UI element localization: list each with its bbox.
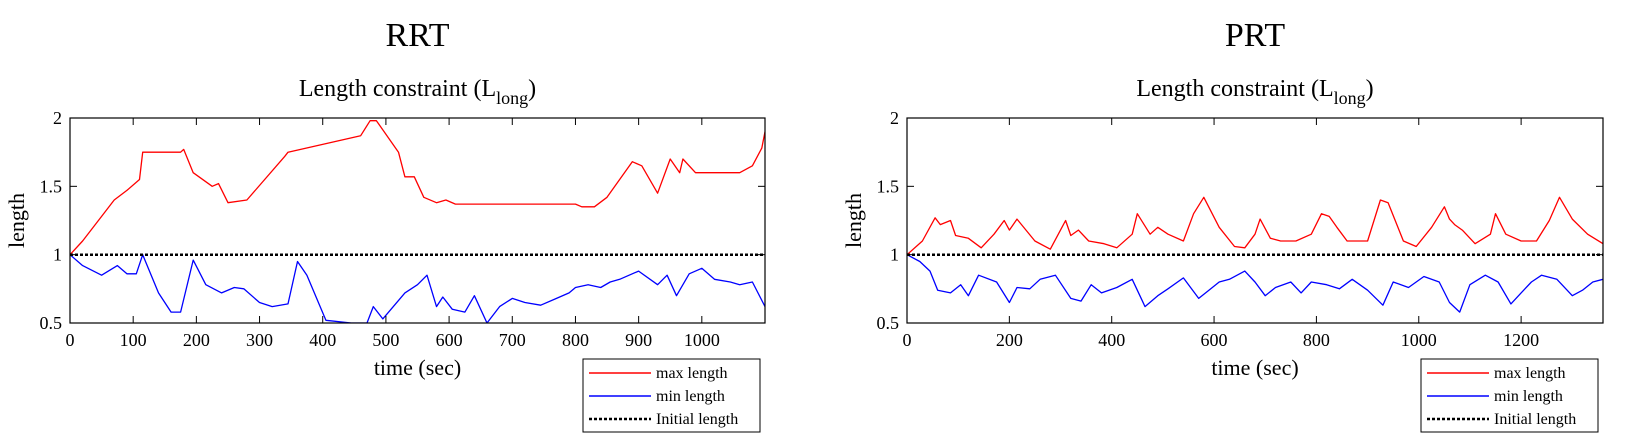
prt-y-axis-label: length xyxy=(841,193,866,248)
subtitle-subscript: long xyxy=(1334,88,1366,108)
rrt-y-axis-label: length xyxy=(4,193,29,248)
subtitle-main: Length constraint (L xyxy=(299,76,496,102)
rrt-legend: max length min length Initial length xyxy=(582,358,761,433)
subtitle-main: Length constraint (L xyxy=(1136,76,1333,102)
rrt-series-group xyxy=(70,120,765,323)
prt-x-tick-label: 400 xyxy=(1098,330,1125,350)
rrt-legend-label-max: max length xyxy=(656,365,728,382)
rrt-x-axis-label: time (sec) xyxy=(374,355,461,380)
prt-y-tick-label: 1 xyxy=(890,245,899,265)
prt-legend-label-initial: Initial length xyxy=(1494,411,1576,428)
prt-y-tick-label: 2 xyxy=(890,108,899,128)
rrt-legend-label-initial: Initial length xyxy=(656,411,738,428)
prt-x-tick-label: 1200 xyxy=(1503,330,1539,350)
rrt-x-tick-label: 0 xyxy=(66,330,75,350)
prt-x-tick-label: 1000 xyxy=(1401,330,1437,350)
prt-series-group xyxy=(907,196,1603,313)
rrt-y-tick-label: 1.5 xyxy=(40,176,63,196)
subtitle-subscript: long xyxy=(496,88,528,108)
rrt-min-length-line xyxy=(70,254,765,323)
prt-max-length-line xyxy=(907,196,1603,256)
rrt-max-length-line xyxy=(70,120,765,256)
rrt-y-tick-label: 2 xyxy=(53,108,62,128)
rrt-x-tick-label: 100 xyxy=(120,330,147,350)
rrt-axes-box xyxy=(69,117,766,324)
prt-x-tick-label: 0 xyxy=(903,330,912,350)
rrt-y-tick-label: 1 xyxy=(53,245,62,265)
prt-axes-box xyxy=(906,117,1604,324)
rrt-x-tick-label: 900 xyxy=(625,330,652,350)
prt-subtitle: Length constraint (Llong) xyxy=(1136,76,1373,108)
rrt-y-tick-label: 0.5 xyxy=(40,313,63,333)
subtitle-end: ) xyxy=(1366,76,1374,102)
prt-legend: max length min length Initial length xyxy=(1420,358,1599,433)
rrt-subtitle: Length constraint (Llong) xyxy=(299,76,536,108)
rrt-title: RRT xyxy=(385,17,449,54)
prt-y-tick-label: 1.5 xyxy=(877,176,900,196)
prt-min-length-line xyxy=(907,254,1603,313)
rrt-x-tick-label: 600 xyxy=(436,330,463,350)
prt-title: PRT xyxy=(1225,17,1286,54)
rrt-x-tick-label: 500 xyxy=(372,330,399,350)
prt-x-tick-label: 200 xyxy=(996,330,1023,350)
prt-x-tick-label: 600 xyxy=(1201,330,1228,350)
rrt-x-tick-label: 800 xyxy=(562,330,589,350)
rrt-x-tick-label: 200 xyxy=(183,330,210,350)
prt-legend-label-min: min length xyxy=(1494,388,1563,405)
subtitle-end: ) xyxy=(528,76,536,102)
prt-chart: PRT Length constraint (Llong) 0 200 400 600 80… xyxy=(841,17,1604,433)
rrt-x-tick-label: 300 xyxy=(246,330,273,350)
rrt-chart: RRT Length constraint (Llong) 0 100 200 300 40… xyxy=(4,17,766,433)
prt-x-tick-label: 800 xyxy=(1303,330,1330,350)
prt-legend-label-max: max length xyxy=(1494,365,1566,382)
rrt-x-tick-label: 400 xyxy=(309,330,336,350)
rrt-legend-label-min: min length xyxy=(656,388,725,405)
rrt-x-tick-label: 1000 xyxy=(684,330,720,350)
prt-y-tick-label: 0.5 xyxy=(877,313,900,333)
prt-x-axis-label: time (sec) xyxy=(1211,355,1298,380)
rrt-x-tick-label: 700 xyxy=(499,330,526,350)
